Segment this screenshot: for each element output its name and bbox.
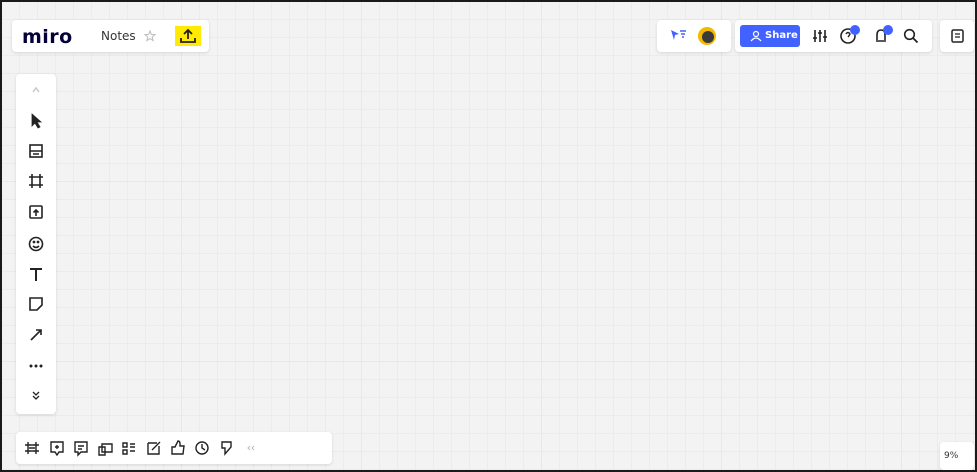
board-canvas: miro Notes Share: [0, 0, 977, 472]
logo[interactable]: miro: [22, 26, 73, 48]
collapse-down[interactable]: [33, 392, 39, 399]
left-toolbar: [16, 74, 56, 414]
user-avatar[interactable]: [697, 26, 717, 46]
tool-icons: [16, 74, 56, 414]
chat-button[interactable]: [75, 442, 87, 455]
share-icon: [750, 30, 762, 42]
star-icon[interactable]: [144, 30, 156, 42]
toolbar-panel: Share: [735, 20, 932, 52]
follow-icon[interactable]: [669, 28, 687, 44]
notifications-icon[interactable]: [871, 24, 895, 46]
share-button[interactable]: Share: [740, 25, 800, 47]
help-icon[interactable]: [838, 24, 862, 46]
board-header: miro Notes: [12, 20, 209, 52]
collapse-up[interactable]: [33, 88, 39, 92]
search-icon[interactable]: [903, 28, 919, 44]
canvas-grid: [2, 2, 977, 472]
frame-tool[interactable]: [29, 174, 43, 188]
vote-button[interactable]: [172, 441, 184, 454]
collaborators-panel: [657, 20, 731, 52]
text-tool[interactable]: [30, 269, 42, 281]
upload-button[interactable]: [175, 26, 201, 46]
board-menu-icon[interactable]: [951, 29, 964, 43]
comments-button[interactable]: [51, 442, 63, 455]
sticky-note-tool[interactable]: [30, 298, 42, 310]
zoom-level[interactable]: 9%: [944, 451, 958, 461]
board-menu-panel: [940, 20, 974, 52]
bottom-tool-icons: [16, 432, 332, 464]
activity-button[interactable]: [222, 442, 231, 454]
settings-icon[interactable]: [812, 28, 828, 44]
frames-button[interactable]: [25, 442, 39, 454]
board-name[interactable]: Notes: [101, 29, 136, 43]
emoji-tool[interactable]: [30, 238, 43, 251]
connector-tool[interactable]: [31, 330, 41, 340]
present-button[interactable]: [148, 442, 160, 454]
screen-share-button[interactable]: [99, 444, 112, 455]
share-label: Share: [765, 30, 798, 41]
select-tool[interactable]: [32, 114, 41, 128]
cards-button[interactable]: [123, 443, 135, 454]
bottom-toolbar: [16, 432, 332, 464]
more-tools[interactable]: [30, 365, 43, 368]
collapse-left[interactable]: [248, 446, 254, 450]
